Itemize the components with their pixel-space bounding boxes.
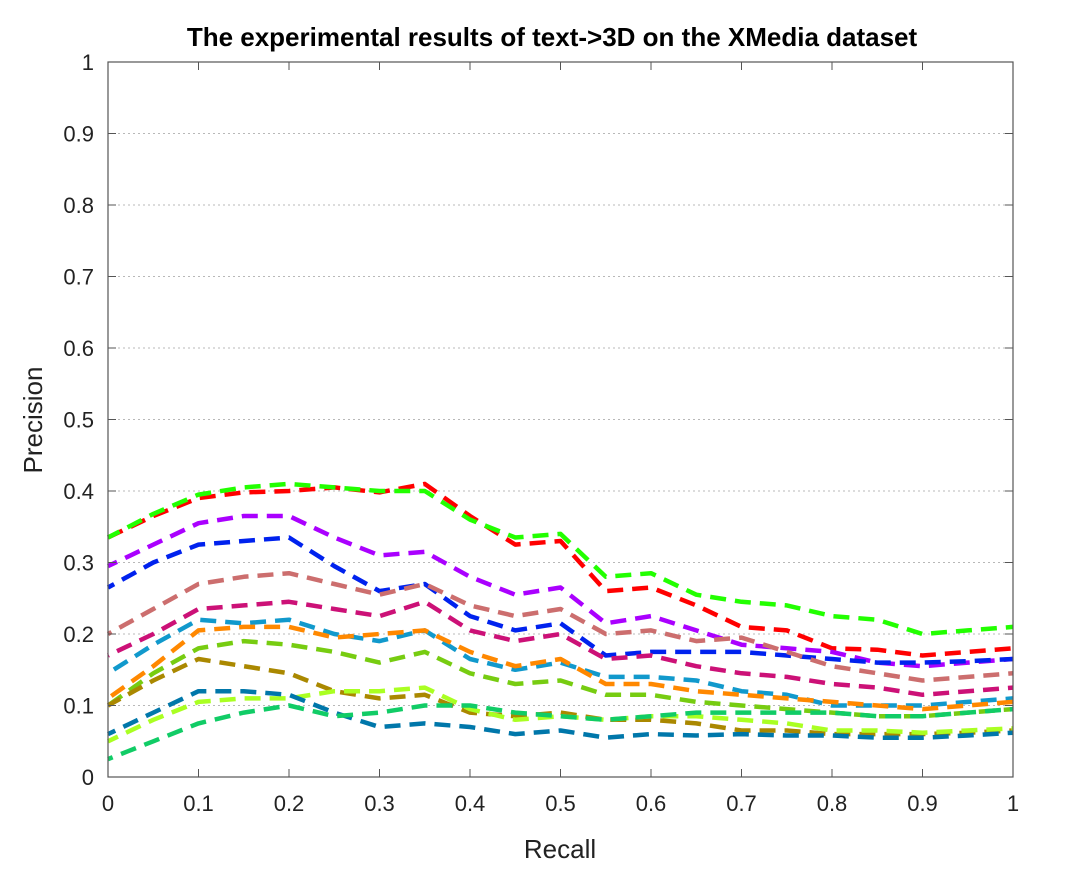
x-tick-label: 0.7 — [726, 791, 757, 816]
x-tick-label: 0.8 — [817, 791, 848, 816]
y-tick-label: 0.5 — [63, 408, 94, 433]
axis-ticks: 0 0.1 0.2 0.3 0.4 0.5 0.6 0.7 0.8 0.9 1 0 0.1 0.2 0.3 0… — [63, 50, 1019, 816]
x-tick-label: 0.2 — [274, 791, 305, 816]
series-line-8 — [106, 624, 1014, 712]
x-tick-label: 0.4 — [455, 791, 486, 816]
gridlines — [108, 133, 1013, 706]
y-tick-label: 0.2 — [63, 622, 94, 647]
series-line-3 — [107, 513, 1014, 669]
x-axis-label: Recall — [524, 834, 596, 864]
y-tick-label: 0 — [82, 765, 94, 790]
y-tick-label: 1 — [82, 50, 94, 75]
series-line-10 — [106, 656, 1014, 737]
series-line-12 — [107, 688, 1014, 740]
x-tick-label: 0.5 — [545, 791, 576, 816]
x-tick-label: 1 — [1007, 791, 1019, 816]
series-line-11 — [107, 685, 1014, 744]
series-line-4 — [106, 535, 1014, 665]
series-line-5 — [106, 570, 1014, 683]
y-tick-label: 0.7 — [63, 265, 94, 290]
x-tick-label: 0.9 — [907, 791, 938, 816]
y-tick-label: 0.4 — [63, 479, 94, 504]
y-tick-label: 0.9 — [63, 122, 94, 147]
series-line-2 — [106, 481, 1014, 637]
series-lines — [106, 481, 1014, 762]
y-tick-label: 0.3 — [63, 551, 94, 576]
chart-title: The experimental results of text->3D on … — [187, 22, 918, 52]
x-tick-label: 0.1 — [183, 791, 214, 816]
x-tick-label: 0.6 — [636, 791, 667, 816]
y-tick-label: 0.8 — [63, 193, 94, 218]
y-axis-label: Precision — [18, 367, 48, 474]
x-tick-label: 0.3 — [364, 791, 395, 816]
y-tick-label: 0.1 — [63, 694, 94, 719]
series-line-6 — [107, 599, 1014, 698]
series-line-1 — [107, 481, 1014, 658]
series-line-13 — [107, 703, 1014, 762]
x-tick-label: 0 — [102, 791, 114, 816]
y-tick-label: 0.6 — [63, 336, 94, 361]
